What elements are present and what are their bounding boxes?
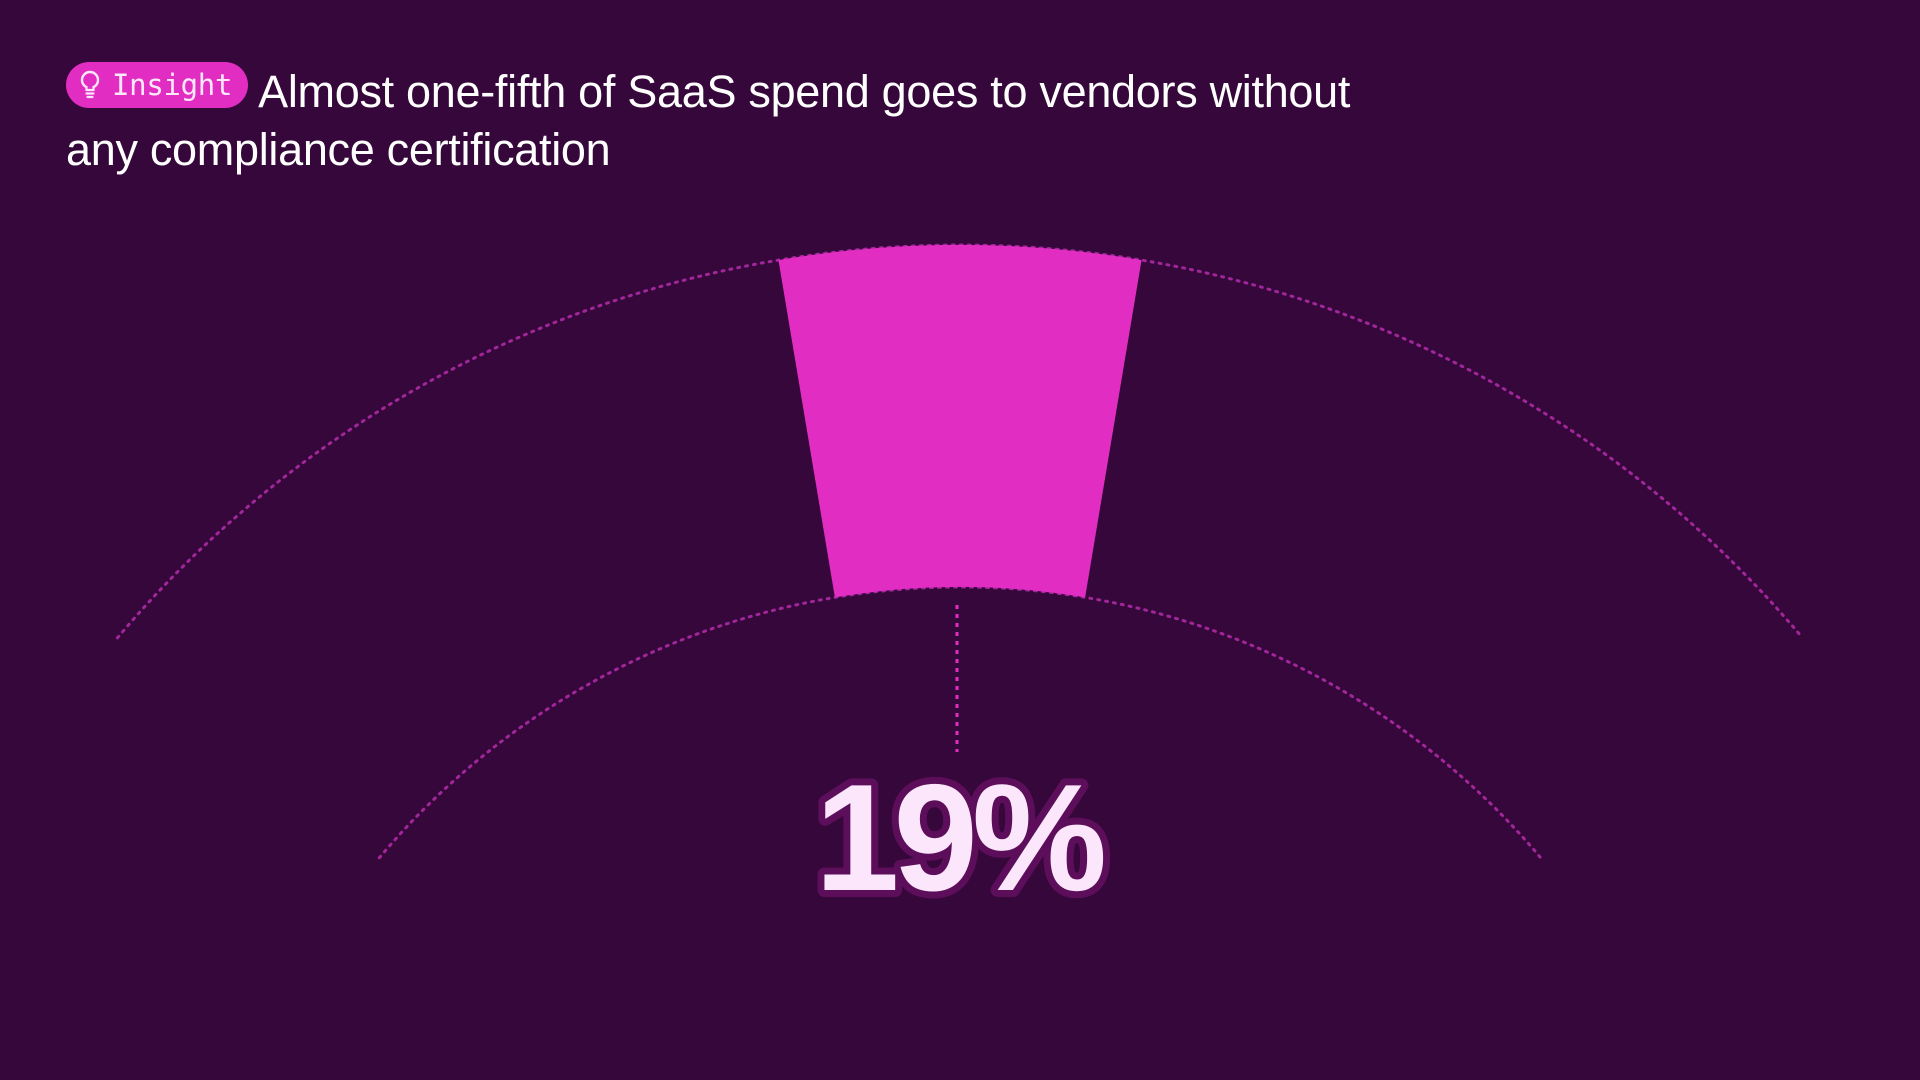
value-segment: [778, 245, 1142, 598]
value-label: 19%: [815, 753, 1104, 923]
lightbulb-icon: [80, 70, 100, 99]
insight-badge: Insight: [66, 62, 249, 108]
insight-header: Insight Almost one-fifth of SaaS spend g…: [66, 62, 1386, 179]
insight-badge-label: Insight: [112, 68, 233, 102]
headline-text: Almost one-fifth of SaaS spend goes to v…: [66, 66, 1351, 175]
headline-block: Insight Almost one-fifth of SaaS spend g…: [66, 62, 1386, 179]
